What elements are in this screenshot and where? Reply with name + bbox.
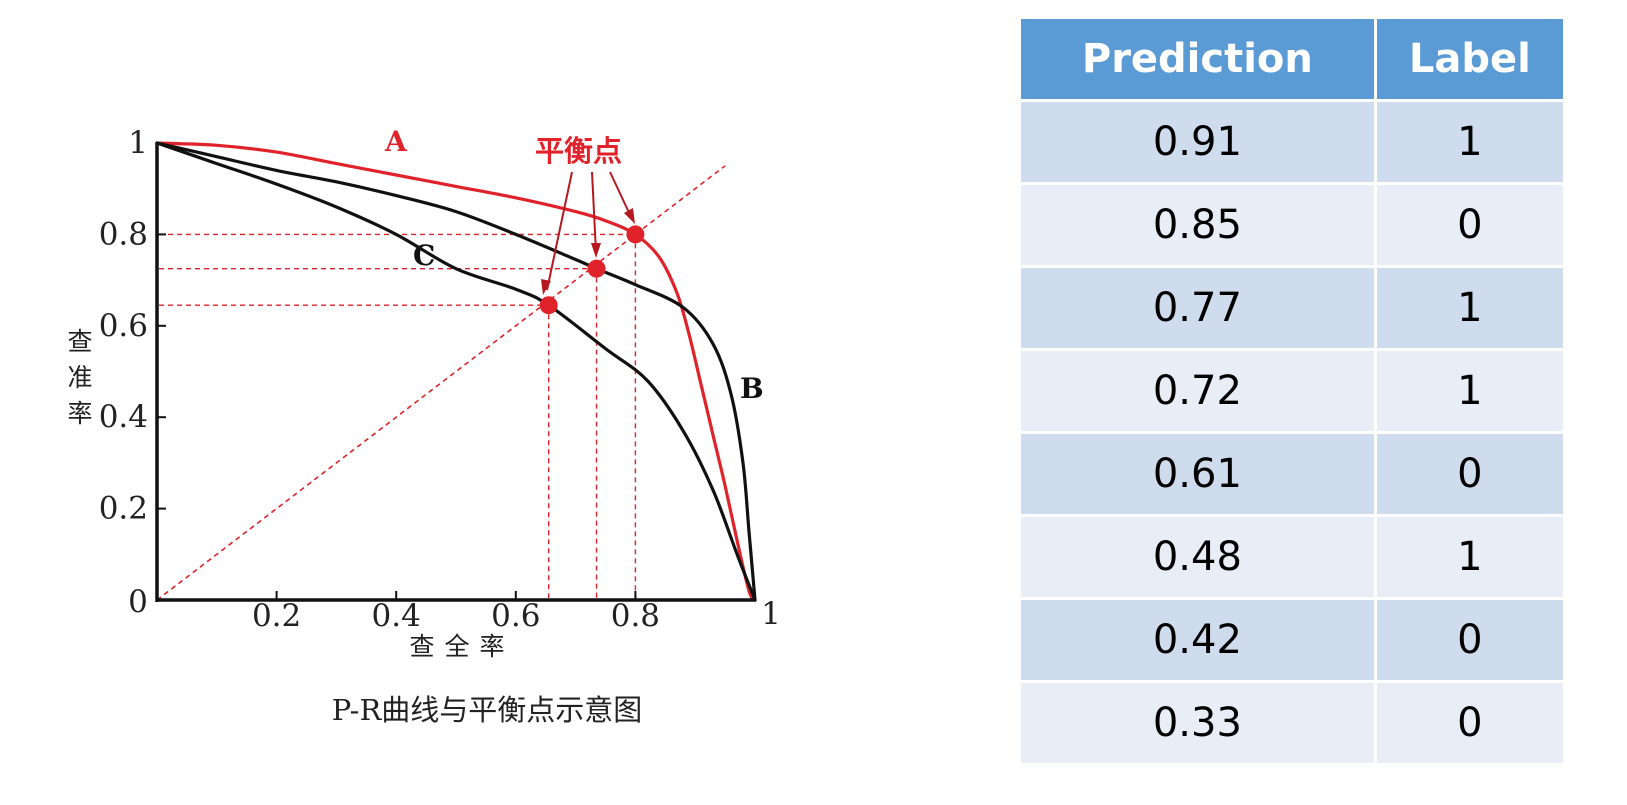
label-cell: 1 — [1376, 268, 1563, 348]
y-tick-label: 0.6 — [99, 308, 148, 344]
break-even-point-c — [539, 296, 558, 315]
x-tick-label: 1 — [761, 596, 781, 632]
break-even-label: 平衡点 — [535, 134, 622, 168]
table-row: 0.61 0 — [1021, 434, 1563, 514]
arrowhead-c — [541, 279, 551, 295]
table-row: 0.85 0 — [1021, 185, 1563, 265]
arrow-to-b — [591, 171, 597, 253]
prediction-cell: 0.33 — [1021, 683, 1374, 763]
label-cell: 1 — [1376, 517, 1563, 597]
prediction-cell: 0.48 — [1021, 517, 1374, 597]
x-tick-label: 0 — [128, 584, 148, 620]
y-axis-title: 查准率 — [67, 327, 92, 428]
arrow-to-c — [546, 171, 573, 291]
prediction-cell: 0.85 — [1021, 185, 1374, 265]
table-row: 0.33 0 — [1021, 683, 1563, 763]
column-header-prediction: Prediction — [1021, 19, 1374, 99]
label-cell: 1 — [1376, 351, 1563, 431]
y-tick-label: 1 — [128, 125, 148, 161]
prediction-cell: 0.91 — [1021, 102, 1374, 182]
arrowhead-b — [591, 243, 601, 258]
y-tick-label: 0.8 — [99, 216, 148, 252]
curve-label-a: A — [384, 125, 408, 158]
x-tick-label: 0.2 — [252, 598, 301, 634]
label-cell: 1 — [1376, 102, 1563, 182]
x-tick-label: 0.6 — [491, 598, 540, 634]
x-axis-title: 查全率 — [409, 632, 514, 661]
column-header-label: Label — [1376, 19, 1563, 99]
prediction-table: Prediction Label 0.91 1 0.85 0 0.77 1 0.72 1 0.6… — [1018, 16, 1566, 766]
prediction-cell: 0.42 — [1021, 600, 1374, 680]
x-tick-label: 0.4 — [372, 598, 421, 634]
curve-label-c: C — [413, 239, 435, 272]
pr-curve-b — [155, 141, 757, 602]
curve-label-b: B — [740, 372, 764, 405]
label-cell: 0 — [1376, 185, 1563, 265]
y-tick-label: 0.4 — [99, 399, 148, 435]
label-cell: 0 — [1376, 683, 1563, 763]
label-cell: 0 — [1376, 600, 1563, 680]
table-row: 0.42 0 — [1021, 600, 1563, 680]
y-tick-label: 0.2 — [99, 491, 148, 527]
table-header-row: Prediction Label — [1021, 19, 1563, 99]
label-cell: 0 — [1376, 434, 1563, 514]
table-row: 0.48 1 — [1021, 517, 1563, 597]
prediction-cell: 0.77 — [1021, 268, 1374, 348]
pr-curve-c — [155, 141, 757, 602]
prediction-cell: 0.61 — [1021, 434, 1374, 514]
x-tick-label: 0.8 — [611, 598, 660, 634]
break-even-point-b — [587, 259, 606, 278]
break-even-point-a — [626, 225, 645, 244]
table-row: 0.91 1 — [1021, 102, 1563, 182]
pr-curve-chart: 0 0.2 0.4 0.6 0.8 1 0.2 0.4 0.6 0.8 1 平衡点 A B C 查全… — [67, 125, 781, 727]
arrowhead-a — [624, 208, 635, 224]
table-row: 0.77 1 — [1021, 268, 1563, 348]
chart-caption: P-R曲线与平衡点示意图 — [332, 693, 643, 727]
table-row: 0.72 1 — [1021, 351, 1563, 431]
prediction-cell: 0.72 — [1021, 351, 1374, 431]
